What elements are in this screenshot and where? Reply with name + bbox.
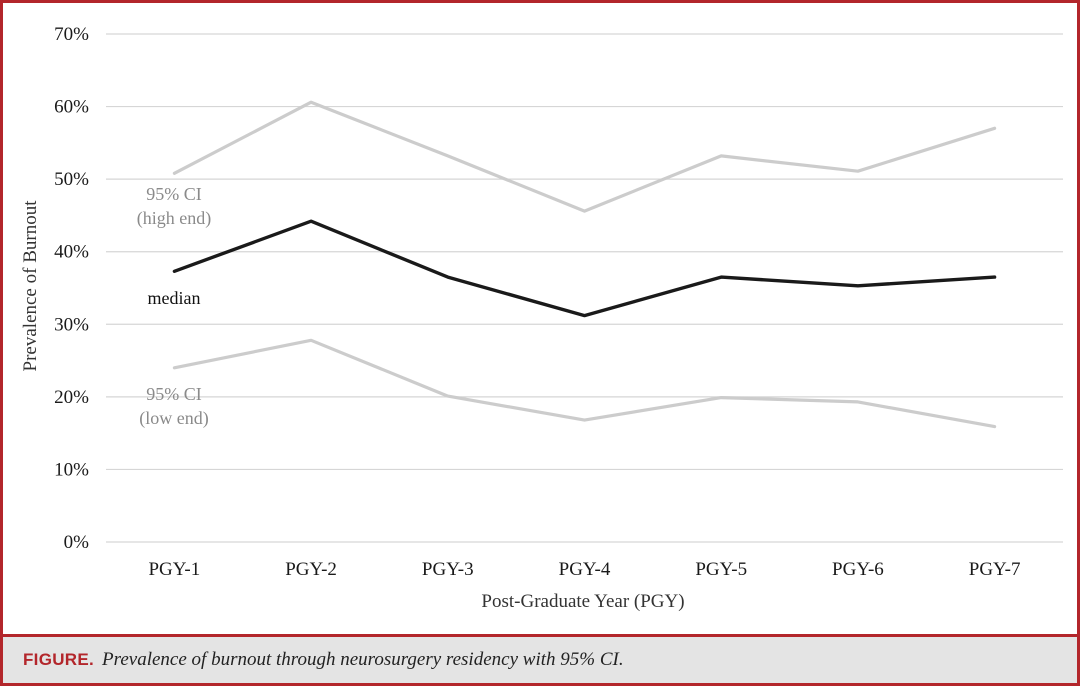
series-line-median bbox=[172, 219, 997, 318]
median-annotation: median bbox=[148, 288, 201, 308]
y-tick-label: 10% bbox=[54, 459, 89, 480]
caption-text: Prevalence of burnout through neurosurge… bbox=[102, 649, 624, 670]
ci-low-annotation-line1: 95% CI bbox=[146, 384, 202, 404]
line-chart: 0%10%20%30%40%50%60%70% PGY-1 PGY-2 PGY-3 P… bbox=[20, 24, 1063, 612]
series-lines bbox=[172, 100, 997, 429]
x-tick-label: PGY-6 bbox=[832, 559, 884, 580]
x-tick-label: PGY-4 bbox=[559, 559, 611, 580]
y-tick-label: 70% bbox=[54, 24, 89, 45]
ci-high-annotation-line1: 95% CI bbox=[146, 184, 202, 204]
series-line-95-ci-high-end bbox=[172, 100, 997, 213]
y-tick-labels: 0% 10% 20% 30% 40% 50% 60% 70% bbox=[54, 24, 89, 553]
y-tick-label: 20% bbox=[54, 387, 89, 408]
x-tick-label: PGY-7 bbox=[969, 559, 1021, 580]
series-line-95-ci-low-end bbox=[172, 338, 997, 429]
x-tick-label: PGY-1 bbox=[148, 559, 200, 580]
x-tick-label: PGY-2 bbox=[285, 559, 337, 580]
caption-label: FIGURE. bbox=[23, 650, 95, 669]
y-tick-label: 50% bbox=[54, 169, 89, 190]
figure-caption: FIGURE. Prevalence of burnout through ne… bbox=[3, 634, 1077, 683]
chart-area: 0% 10% 20% 30% 40% 50% 60% 70% PGY-1 PGY-2 PGY-3 P… bbox=[3, 3, 1077, 633]
y-tick-label: 30% bbox=[54, 314, 89, 335]
ci-low-annotation-line2: (low end) bbox=[139, 408, 208, 429]
x-tick-label: PGY-3 bbox=[422, 559, 474, 580]
x-tick-labels: PGY-1 PGY-2 PGY-3 PGY-4 PGY-5 PGY-6 PGY-7 bbox=[148, 559, 1020, 580]
ci-high-annotation-line2: (high end) bbox=[137, 208, 211, 229]
y-tick-label: 0% bbox=[64, 532, 90, 553]
y-tick-label: 40% bbox=[54, 242, 89, 263]
y-tick-label: 60% bbox=[54, 97, 89, 118]
x-axis-title: Post-Graduate Year (PGY) bbox=[481, 591, 684, 612]
x-tick-label: PGY-5 bbox=[695, 559, 747, 580]
gridlines bbox=[106, 33, 1063, 543]
y-axis-title: Prevalence of Burnout bbox=[20, 200, 41, 372]
